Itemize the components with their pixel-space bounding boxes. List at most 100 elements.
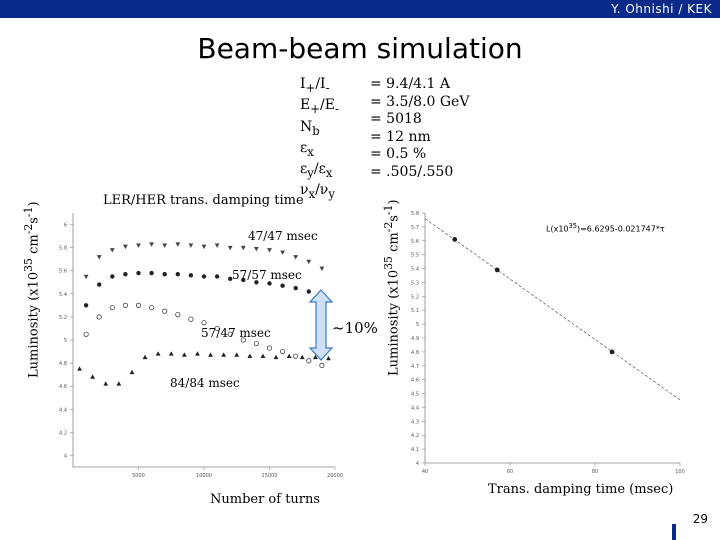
data-point [326,355,331,361]
y-tick-label: 4.6 [59,384,67,390]
fit-equation: L(x1035)=6.6295-0.021747*τ [546,222,665,234]
data-point [175,242,181,247]
data-point [254,280,259,285]
right-chart: 5.8 5.7 5.6 5.5 5.4 5.3 5.2 5.1 5 4.9 4.8 4.7 4.6 4.5… [411,211,685,475]
data-point [452,236,458,242]
data-point [280,348,286,355]
data-point [181,352,187,357]
x-tick-label: 10000 [196,473,212,479]
param-value: = 9.4/4.1 A [370,76,450,92]
x-tick-label: 20000 [327,473,343,479]
data-point [280,283,285,288]
data-point [83,274,89,280]
data-point [136,243,141,248]
data-point [240,337,246,343]
data-point [97,282,102,287]
param-value: = 5018 [370,111,422,127]
data-point [96,314,102,320]
y-tick-label: 4.4 [59,407,67,413]
y-tick-label: 4.5 [411,392,419,398]
page-marker [672,524,676,540]
y-tick-label: 5.2 [59,315,67,321]
data-point [267,281,272,286]
data-point [266,345,273,351]
y-tick-label: 4.7 [411,364,419,370]
y-tick-label: 4.9 [411,336,419,342]
fit-line [424,218,681,401]
y-tick-label: 5.4 [59,292,67,298]
data-point [188,243,194,248]
y-tick-label: 5.6 [411,239,419,245]
data-point [142,354,148,360]
data-point [273,354,279,360]
data-point [162,243,168,248]
author-label: Y. Ohnishi / KEK [611,2,712,16]
param-label-emittance: εx [300,139,314,159]
data-point [123,271,128,277]
y-tick-label: 4.1 [411,447,419,453]
data-point [155,351,161,356]
param-labels: I+/I- E+/E- Nb εx εy/εx νx/νy [300,76,339,204]
x-tick-label: 5000 [132,473,145,479]
y-tick-label: 5 [416,322,419,328]
data-point [77,366,82,371]
data-point [195,351,200,356]
left-chart-ylabel: Luminosity (x1035 cm-2s-1) [22,201,42,378]
ten-percent-label: ~10% [332,319,378,337]
data-point [319,266,325,272]
data-point [96,255,102,260]
data-point [293,353,299,359]
data-point [286,353,292,358]
page-number: 29 [692,512,708,526]
y-tick-label: 5.6 [59,269,67,275]
data-point [227,245,233,251]
data-point [129,369,135,375]
left-chart: 6 5.8 5.6 5.4 5.2 5 4.8 4.6 4.4 4.2 4 5000 10000 1500… [59,213,343,479]
x-tick-label: 15000 [262,473,278,479]
y-tick-label: 4.2 [411,433,419,439]
y-tick-label: 6 [64,223,67,229]
data-point [319,362,325,368]
y-tick-label: 4.4 [411,405,419,411]
data-point [83,331,89,337]
data-point [240,245,246,251]
data-point [312,354,318,360]
slide-title: Beam-beam simulation [197,32,523,65]
param-label-energy: E+/E- [300,97,339,117]
param-value: = .505/.550 [370,163,454,180]
data-point [306,259,312,265]
param-label-current: I+/I- [300,76,330,95]
param-label-bunches: Nb [300,118,320,138]
data-point [306,289,311,294]
y-tick-label: 5.8 [59,246,67,252]
data-point [214,243,220,248]
data-point [293,255,299,260]
data-point [260,353,266,358]
data-point [228,276,233,282]
data-point [306,358,312,364]
data-point [123,244,128,250]
param-values: = 9.4/4.1 A = 3.5/8.0 GeV = 5018 = 12 nm… [370,76,469,181]
data-point [609,349,615,355]
data-point [253,340,259,347]
data-point [103,381,109,386]
data-point [299,354,305,360]
x-tick-label: 40 [422,469,428,475]
data-point [116,381,122,386]
y-tick-label: 4.8 [411,350,419,356]
y-tick-label: 4.8 [59,361,67,367]
data-point [175,312,181,318]
x-tick-label: 100 [675,469,685,475]
data-point [221,352,227,357]
series-label: 57/47 msec [201,326,271,340]
param-value: = 12 nm [370,128,431,145]
data-point [227,331,233,337]
header-band [0,0,720,18]
y-tick-label: 4.3 [411,419,419,425]
data-point [162,271,167,277]
y-tick-label: 4.2 [59,430,67,436]
y-tick-label: 4 [64,453,67,459]
y-tick-label: 5 [64,338,67,344]
y-tick-label: 5.5 [411,253,419,259]
y-tick-label: 5.4 [411,267,419,273]
